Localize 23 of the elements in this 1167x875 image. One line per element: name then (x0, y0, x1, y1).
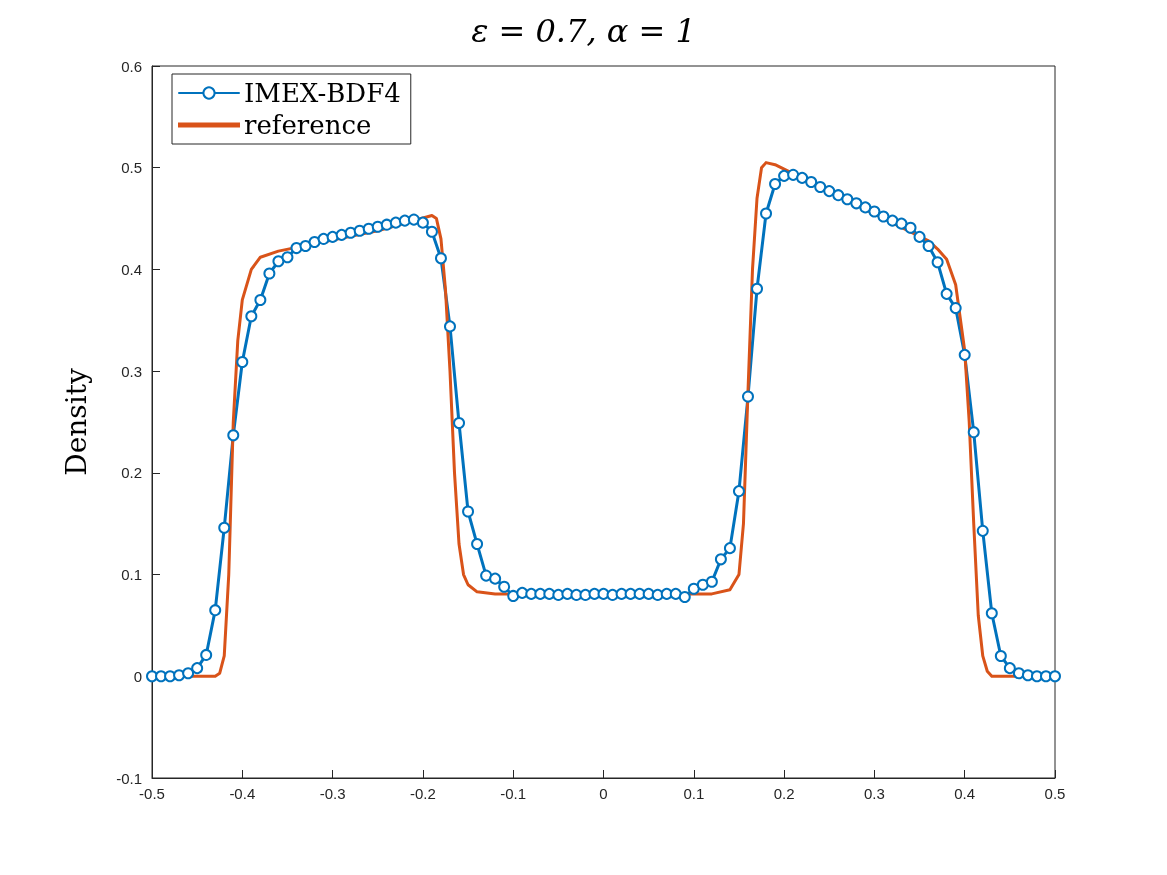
y-tick-label: 0.1 (121, 566, 142, 584)
y-tick-label: 0.4 (121, 260, 142, 278)
x-tick-label: -0.2 (409, 785, 436, 802)
y-tick-label: 0.6 (121, 57, 142, 75)
x-tick-label: 0.5 (1044, 785, 1066, 802)
x-tick-label: 0.3 (863, 785, 885, 802)
chart-title: ε = 0.7, α = 1 (471, 12, 696, 50)
x-tick-label: -0.3 (319, 785, 346, 802)
x-tick-label: -0.1 (500, 785, 527, 802)
x-tick-label: 0.4 (954, 785, 976, 802)
y-axis-title: Density (59, 368, 93, 476)
y-tick-label: 0.2 (121, 464, 142, 482)
x-tick-label: 0.2 (773, 785, 795, 802)
x-tick-label: -0.5 (139, 785, 165, 802)
legend-label: reference (244, 110, 372, 140)
x-tick-label: 0 (599, 785, 608, 802)
y-tick-label: -0.1 (116, 769, 142, 787)
y-tick-label: 0.3 (121, 362, 142, 380)
y-tick-label: 0 (133, 667, 142, 685)
y-tick-label: 0.5 (121, 159, 142, 177)
legend-label: IMEX-BDF4 (244, 78, 401, 108)
x-tick-label: -0.4 (229, 785, 256, 802)
x-tick-label: 0.1 (683, 785, 705, 802)
